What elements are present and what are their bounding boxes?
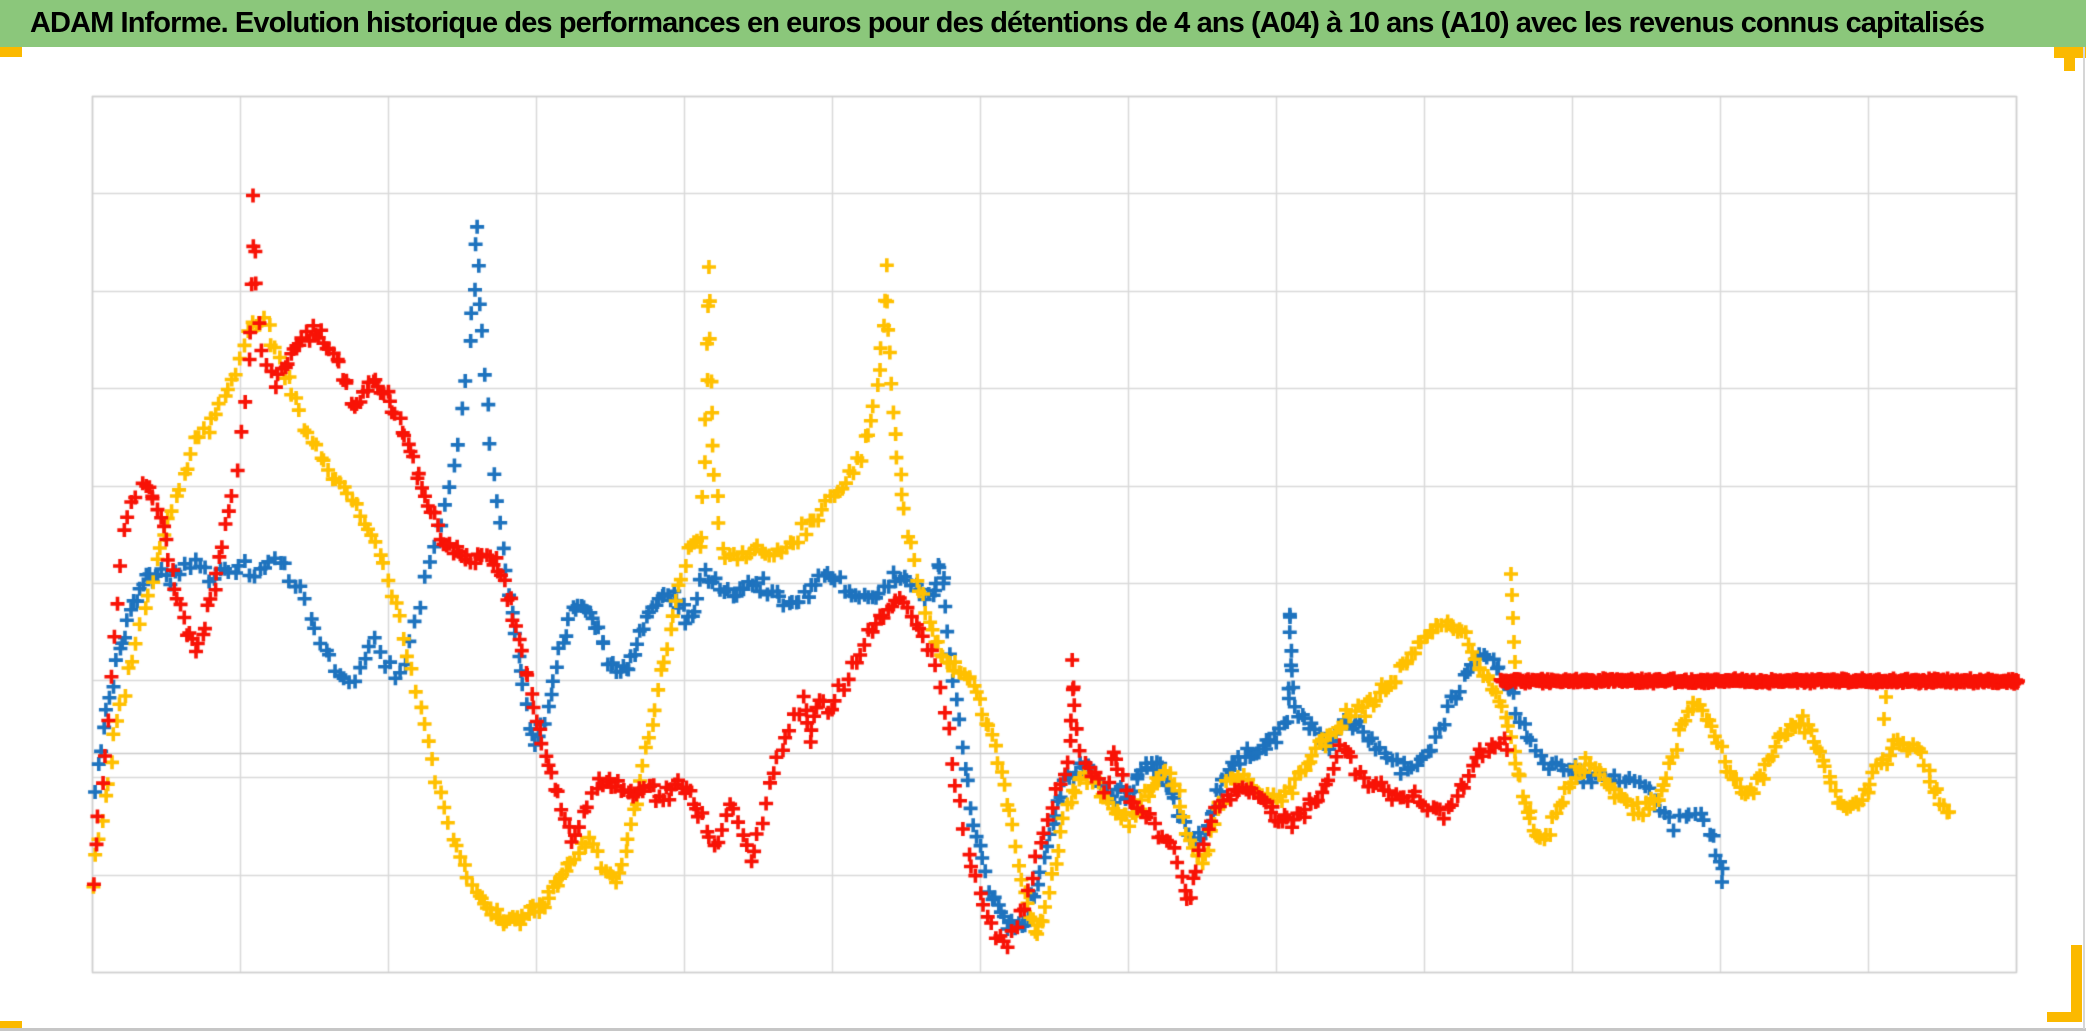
placeholder-corner-bottom-right bbox=[2047, 1012, 2082, 1022]
placeholder-corner-top-right-stub bbox=[2064, 58, 2075, 71]
placeholder-corner-top-left bbox=[0, 47, 22, 57]
page-title: ADAM Informe. Evolution historique des p… bbox=[30, 7, 1985, 39]
placeholder-corner-top-right bbox=[2054, 47, 2086, 58]
placeholder-corner-bottom-right-stub bbox=[2071, 945, 2082, 1015]
title-banner: ADAM Informe. Evolution historique des p… bbox=[0, 0, 2086, 47]
right-edge-divider bbox=[2083, 47, 2085, 1029]
bottom-divider bbox=[0, 1028, 2086, 1031]
placeholder-corner-bottom-left bbox=[0, 1021, 22, 1030]
